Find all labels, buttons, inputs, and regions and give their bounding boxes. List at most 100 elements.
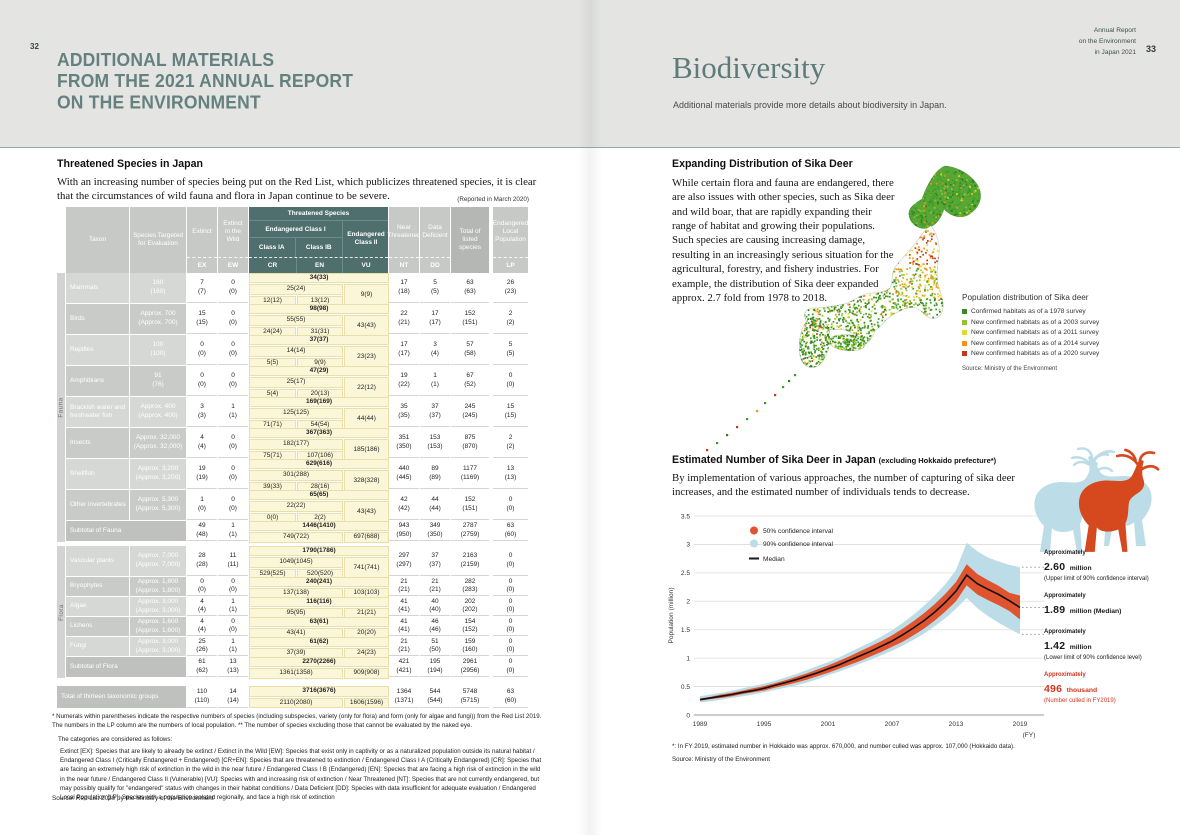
row-label: Shellfish <box>66 459 129 489</box>
table-row: Subtotal of Flora 61 (62) 13 (13) 2270(226… <box>66 657 529 679</box>
map-legend-item: New confirmed habitats as of a 2020 surv… <box>962 350 1167 357</box>
meta-line3: in Japan 2021 <box>1094 48 1136 56</box>
x-tick-label: 1989 <box>693 721 708 728</box>
header-class1b: Class IB <box>305 244 332 251</box>
header-near-threatened: Near Threatened NT <box>387 207 421 273</box>
table-row: Total of thirteen taxonomic groups 110 (1… <box>57 686 529 709</box>
y-tick-label: 2 <box>686 599 690 606</box>
table-source: Source: Red List 2020 by the Ministry of… <box>52 795 214 802</box>
table-row: Other invertebrates Approx. 5,300 (Approx… <box>66 490 529 524</box>
chart-annotation: Approximately 496 thousand (Number culle… <box>1044 672 1116 704</box>
reported-note: (Reported in March 2020) <box>457 196 529 203</box>
legend-swatch-icon <box>962 319 967 325</box>
x-tick-label: 2013 <box>949 721 964 728</box>
band-fauna: Fauna <box>57 273 65 542</box>
y-tick-label: 1 <box>686 655 690 662</box>
row-label: Mammals <box>66 273 129 303</box>
band-flora: Flora <box>57 546 65 678</box>
row-label: Subtotal of Fauna <box>66 521 186 541</box>
threatened-species-heading: Threatened Species in Japan <box>57 158 204 170</box>
table-row: Insects Approx. 32,000 (Approx. 32,000) 4… <box>66 428 529 462</box>
chapter-subtitle: Additional materials provide more detail… <box>673 100 947 110</box>
y-tick-label: 0 <box>686 712 690 719</box>
legend-swatch-icon <box>962 340 967 346</box>
x-tick-label: 1995 <box>757 721 772 728</box>
header-data-deficient: Data Deficient DD <box>420 207 450 273</box>
x-tick-label: 2007 <box>885 721 900 728</box>
report-meta: Annual Report on the Environment in Japa… <box>996 26 1136 59</box>
legend-swatch-icon <box>962 351 967 356</box>
deer-red-front-icon <box>1078 448 1160 552</box>
confidence-band <box>700 564 1020 701</box>
row-label: Birds <box>66 304 129 334</box>
map-legend: Population distribution of Sika deer Con… <box>962 293 1167 372</box>
row-label: Bryophytes <box>66 577 129 596</box>
chart-annotation: Approximately 1.89 million (Median) <box>1044 593 1122 616</box>
y-tick-label: 2.5 <box>681 570 690 577</box>
meta-line1: Annual Report <box>1093 27 1136 34</box>
estimate-footnote: *: In FY 2019, estimated number in Hokka… <box>672 743 1015 750</box>
table-row: Birds Approx. 700 (Approx. 700) 15 (15) 0(… <box>66 304 529 338</box>
table-row: Fungi Approx. 3,000 (Approx. 3,000) 25 (26… <box>66 637 529 659</box>
red-list-table-body: Mammals 160 (160) 7 (7) 0 (0) 34(33) 25(24)… <box>57 273 529 709</box>
row-label: Other invertebrates <box>66 490 129 520</box>
legend-swatch-icon <box>750 526 758 535</box>
chart-annotation: Approximately 1.42 million (Lower limit … <box>1044 629 1142 661</box>
table-row: Shellfish Approx. 3,200 (Approx. 3,200) 1… <box>66 459 529 493</box>
header-code-cr: CR <box>267 262 278 269</box>
table-row: Reptiles 100 (100) 0 (0) 0 (0) 37(37) 14(14… <box>66 335 529 369</box>
table-row: Algae Approx. 3,000 (Approx. 3,000) 4 (4) … <box>66 597 529 619</box>
page-number-left: 32 <box>30 42 39 51</box>
deer-illustration-icon <box>1034 447 1160 552</box>
row-label: Algae <box>66 597 129 616</box>
footnote-3: Extinct [EX]: Species that are likely to… <box>60 747 542 802</box>
y-tick-label: 1.5 <box>681 627 690 634</box>
y-tick-label: 0.5 <box>681 684 690 691</box>
meta-line2: on the Environment <box>1078 37 1136 45</box>
row-label: Total of thirteen taxonomic groups <box>57 686 186 708</box>
map-source: Source: Ministry of the Environment <box>962 366 1058 372</box>
x-axis-unit: (FY) <box>1023 732 1036 739</box>
footnote-1: * Numerals within parentheses indicate t… <box>52 713 542 730</box>
header-local-population: Endangered Local Population LP <box>493 207 528 273</box>
row-label: Amphibians <box>66 366 129 396</box>
legend-swatch-icon <box>750 539 758 548</box>
header-code-en: EN <box>296 258 343 273</box>
legend-label: Median <box>763 556 785 563</box>
row-label: Insects <box>66 428 129 458</box>
map-legend-item: New confirmed habitats as of a 2014 surv… <box>962 340 1167 347</box>
header-species: Species Targeted for Evaluation <box>130 207 186 273</box>
island-chain <box>706 374 797 452</box>
y-axis-label: Population (million) <box>668 587 675 643</box>
header-threatened-species: Threatened Species Endangered Class I Cl… <box>249 207 388 273</box>
table-row: Amphibians 91 (76) 0 (0) 0 (0) 47(29) 25(17… <box>66 366 529 400</box>
table-row: Bryophytes Approx. 1,800 (Approx. 1,800) … <box>66 577 529 599</box>
header-class1a: Class IA <box>249 238 296 257</box>
report-title-line1: ADDITIONAL MATERIALS <box>57 48 275 71</box>
x-tick-label: 2019 <box>1013 721 1028 728</box>
table-row: Brackish water and freshwater fish Appro… <box>66 397 529 431</box>
x-tick-label: 2001 <box>821 721 836 728</box>
chart-annotation: Approximately 2.60 million (Upper limit … <box>1044 550 1149 582</box>
row-label: Fungi <box>66 637 129 656</box>
row-label: Lichens <box>66 617 129 636</box>
confidence-band <box>700 542 1020 703</box>
sika-population-chart: 0 0.5 1 1.5 2 2.5 3 3.5 1989 1995 2001 2007 2013 2019… <box>668 513 1047 739</box>
header-code-vu: VU <box>361 262 371 269</box>
threatened-species-intro: With an increasing number of species bei… <box>57 176 537 203</box>
footnote-2: The categories are considered as follows… <box>58 735 173 743</box>
red-list-table: Taxon Species Targeted for Evaluation Ex… <box>57 207 529 709</box>
table-row: Subtotal of Fauna 49 (48) 1 (1) 1446(1410)… <box>66 521 529 543</box>
header-band <box>0 0 1180 148</box>
map-legend-item: Confirmed habitats as of a 1978 survey <box>962 308 1167 315</box>
sika-estimate-body: By implementation of various approaches,… <box>672 472 1015 499</box>
header-endangered-class2: Endangered Class II <box>347 230 385 246</box>
report-title-line2: FROM THE 2021 ANNUAL REPORT <box>57 69 354 92</box>
row-label: Vascular plants <box>66 546 129 576</box>
report-title-line3: ON THE ENVIRONMENT <box>57 90 261 113</box>
table-row: Mammals 160 (160) 7 (7) 0 (0) 34(33) 25(24)… <box>66 273 529 307</box>
chart-annotations: Approximately 2.60 million (Upper limit … <box>1044 550 1176 715</box>
legend-swatch-icon <box>962 330 967 335</box>
sika-estimate-heading: Estimated Number of Sika Deer in Japan (… <box>672 454 997 466</box>
